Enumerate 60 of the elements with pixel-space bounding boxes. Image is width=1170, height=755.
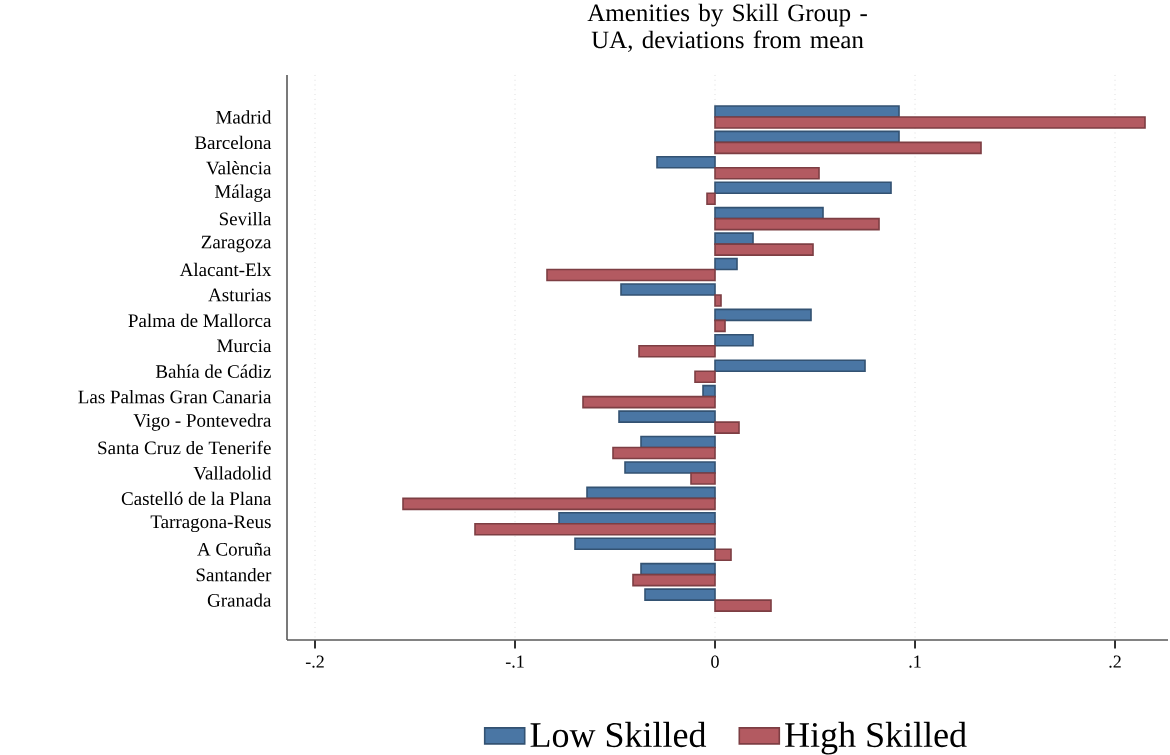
bar bbox=[714, 217, 880, 231]
y-tick-label: Barcelona bbox=[194, 135, 272, 150]
y-tick-label: Castelló de la Plana bbox=[121, 491, 272, 506]
y-tick-label: Madrid bbox=[216, 110, 272, 124]
y-tick-label: Málaga bbox=[214, 184, 272, 202]
legend-label: High Skilled bbox=[785, 721, 967, 755]
bar bbox=[474, 523, 716, 536]
bar bbox=[714, 181, 892, 195]
x-tick-label: -.1 bbox=[505, 655, 524, 668]
bar bbox=[702, 384, 716, 398]
y-tick-label: Alacant-Elx bbox=[179, 262, 272, 277]
bar bbox=[694, 370, 716, 384]
bar bbox=[714, 116, 1146, 129]
y-tick-label: Sevilla bbox=[219, 211, 272, 226]
bar bbox=[714, 141, 982, 155]
bar bbox=[638, 345, 716, 358]
bar bbox=[714, 308, 812, 322]
y-tick-label: A Coruña bbox=[197, 542, 272, 556]
bar bbox=[714, 421, 740, 434]
bar bbox=[656, 156, 716, 169]
bar bbox=[618, 410, 716, 423]
x-tick-label: .1 bbox=[909, 655, 921, 668]
bar bbox=[612, 446, 716, 460]
y-tick-label: Santa Cruz de Tenerife bbox=[98, 440, 271, 455]
y-tick-label: Valladolid bbox=[193, 466, 272, 480]
bar bbox=[714, 294, 722, 307]
y-tick-label: Bahía de Cádiz bbox=[155, 364, 271, 378]
y-tick-label: Palma de Mallorca bbox=[128, 313, 272, 328]
chart-title: Amenities by Skill Group - UA, deviations from mean bbox=[587, 3, 867, 52]
bar bbox=[546, 268, 716, 282]
bar bbox=[402, 497, 716, 511]
bar bbox=[714, 334, 754, 347]
x-tick-label: .2 bbox=[1109, 655, 1121, 668]
y-tick-label: Vigo - Pontevedra bbox=[133, 413, 272, 431]
bar bbox=[644, 588, 716, 601]
bar bbox=[706, 192, 716, 206]
bar bbox=[714, 548, 732, 562]
y-tick-label: València bbox=[206, 161, 272, 175]
x-tick-label: 0 bbox=[711, 655, 719, 668]
y-tick-label: Las Palmas Gran Canaria bbox=[78, 389, 272, 404]
bar bbox=[690, 472, 716, 485]
bar bbox=[620, 283, 716, 296]
bar bbox=[714, 257, 738, 271]
bar bbox=[714, 599, 772, 612]
bar bbox=[574, 537, 716, 551]
x-tick-label: -.2 bbox=[305, 655, 324, 668]
y-tick-label: Santander bbox=[196, 567, 272, 582]
y-tick-label: Murcia bbox=[217, 339, 272, 353]
y-tick-label: Granada bbox=[207, 593, 272, 607]
bar bbox=[714, 359, 866, 373]
legend-label: Low Skilled bbox=[530, 721, 707, 748]
y-tick-label: Asturias bbox=[208, 288, 271, 302]
bar bbox=[714, 167, 820, 180]
y-tick-label: Tarragona-Reus bbox=[150, 515, 271, 533]
bar bbox=[714, 319, 726, 333]
bar bbox=[632, 573, 716, 587]
bar bbox=[624, 461, 716, 474]
bar bbox=[714, 243, 814, 256]
bar bbox=[582, 395, 716, 409]
y-tick-label: Zaragoza bbox=[201, 235, 272, 253]
